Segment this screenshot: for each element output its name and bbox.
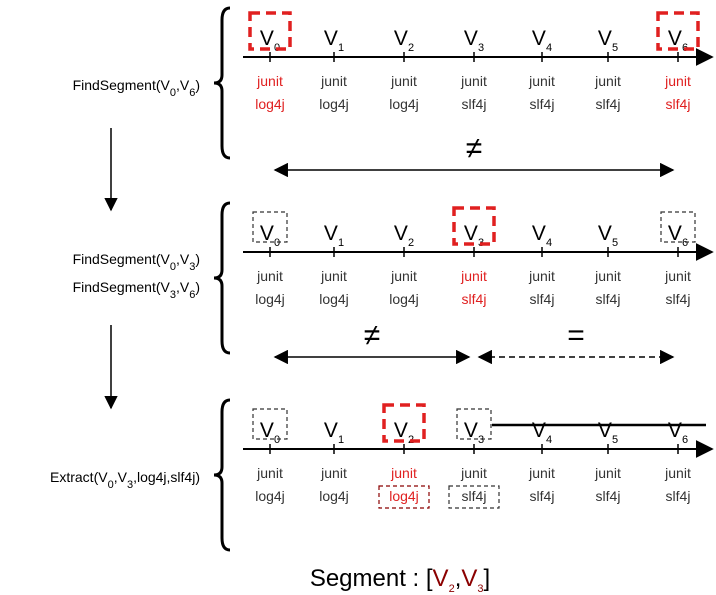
step-label: FindSegment(V0,V3) xyxy=(73,251,200,273)
row-0: V0junitlog4jV1junitlog4jV2junitlog4jV3ju… xyxy=(73,11,714,178)
dependency-label: junit xyxy=(460,268,487,284)
checked-box xyxy=(456,408,492,440)
dependency-label: log4j xyxy=(389,291,419,307)
dependency-label: junit xyxy=(390,73,417,89)
row-2: V0junitlog4jV1junitlog4jV2junitlog4jV3ju… xyxy=(50,403,714,509)
checked-box xyxy=(252,408,288,440)
dependency-label: junit xyxy=(256,73,283,89)
dependency-label: junit xyxy=(256,268,283,284)
step-label: FindSegment(V0,V6) xyxy=(73,77,200,99)
dependency-label: log4j xyxy=(255,488,285,504)
dependency-label: junit xyxy=(320,268,347,284)
dependency-label: junit xyxy=(664,73,691,89)
dependency-label: junit xyxy=(390,268,417,284)
version-label: V6 xyxy=(668,222,688,249)
dependency-label: slf4j xyxy=(462,96,487,112)
comparison-symbol: ≠ xyxy=(466,132,482,165)
dependency-label: log4j xyxy=(319,488,349,504)
version-label: V1 xyxy=(324,27,344,54)
dependency-label: slf4j xyxy=(666,291,691,307)
version-label: V5 xyxy=(598,222,618,249)
curly-brace xyxy=(213,6,231,160)
dependency-label: junit xyxy=(528,73,555,89)
dependency-label: log4j xyxy=(255,96,285,112)
version-label: V4 xyxy=(532,27,552,54)
highlight-box xyxy=(248,11,292,51)
version-label: V6 xyxy=(668,419,688,446)
dependency-label: junit xyxy=(256,465,283,481)
version-label: V1 xyxy=(324,222,344,249)
dependency-label: junit xyxy=(390,465,417,481)
step-label: Extract(V0,V3,log4j,slf4j) xyxy=(50,469,200,491)
version-label: V5 xyxy=(598,27,618,54)
highlight-box xyxy=(452,206,496,246)
extract-box xyxy=(448,485,500,509)
highlight-box xyxy=(656,11,700,51)
dependency-label: junit xyxy=(460,465,487,481)
dependency-label: junit xyxy=(528,465,555,481)
dependency-label: log4j xyxy=(255,291,285,307)
dependency-label: log4j xyxy=(389,488,419,504)
dependency-label: slf4j xyxy=(666,96,691,112)
step-label: FindSegment(V3,V6) xyxy=(73,279,200,301)
version-label: V3 xyxy=(464,419,484,446)
dependency-label: log4j xyxy=(319,96,349,112)
highlight-box xyxy=(382,403,426,443)
version-label: V0 xyxy=(260,222,280,249)
extract-box xyxy=(378,485,430,509)
segment-result: Segment : [V2,V3] xyxy=(310,565,490,595)
checked-box xyxy=(252,211,288,243)
dependency-label: junit xyxy=(594,73,621,89)
curly-brace xyxy=(213,201,231,355)
dependency-label: junit xyxy=(320,465,347,481)
dependency-label: log4j xyxy=(389,96,419,112)
dependency-label: slf4j xyxy=(596,96,621,112)
version-label: V2 xyxy=(394,222,414,249)
dependency-label: slf4j xyxy=(530,291,555,307)
dependency-label: slf4j xyxy=(462,488,487,504)
version-label: V1 xyxy=(324,419,344,446)
comparison-symbol: = xyxy=(567,319,585,352)
dependency-label: junit xyxy=(320,73,347,89)
dependency-label: junit xyxy=(594,268,621,284)
row-1: V0junitlog4jV1junitlog4jV2junitlog4jV3ju… xyxy=(73,206,714,365)
version-label: V2 xyxy=(394,27,414,54)
version-label: V0 xyxy=(260,419,280,446)
dependency-label: junit xyxy=(664,465,691,481)
version-label: V3 xyxy=(464,27,484,54)
checked-box xyxy=(660,211,696,243)
version-label: V5 xyxy=(598,419,618,446)
dependency-label: slf4j xyxy=(530,488,555,504)
dependency-label: slf4j xyxy=(530,96,555,112)
dependency-label: log4j xyxy=(319,291,349,307)
dependency-label: slf4j xyxy=(596,291,621,307)
dependency-label: junit xyxy=(528,268,555,284)
dependency-label: junit xyxy=(664,268,691,284)
dependency-label: junit xyxy=(594,465,621,481)
version-label: V4 xyxy=(532,419,552,446)
comparison-symbol: ≠ xyxy=(364,319,380,352)
dependency-label: slf4j xyxy=(462,291,487,307)
dependency-label: slf4j xyxy=(596,488,621,504)
curly-brace xyxy=(213,398,231,552)
dependency-label: junit xyxy=(460,73,487,89)
version-label: V4 xyxy=(532,222,552,249)
dependency-label: slf4j xyxy=(666,488,691,504)
